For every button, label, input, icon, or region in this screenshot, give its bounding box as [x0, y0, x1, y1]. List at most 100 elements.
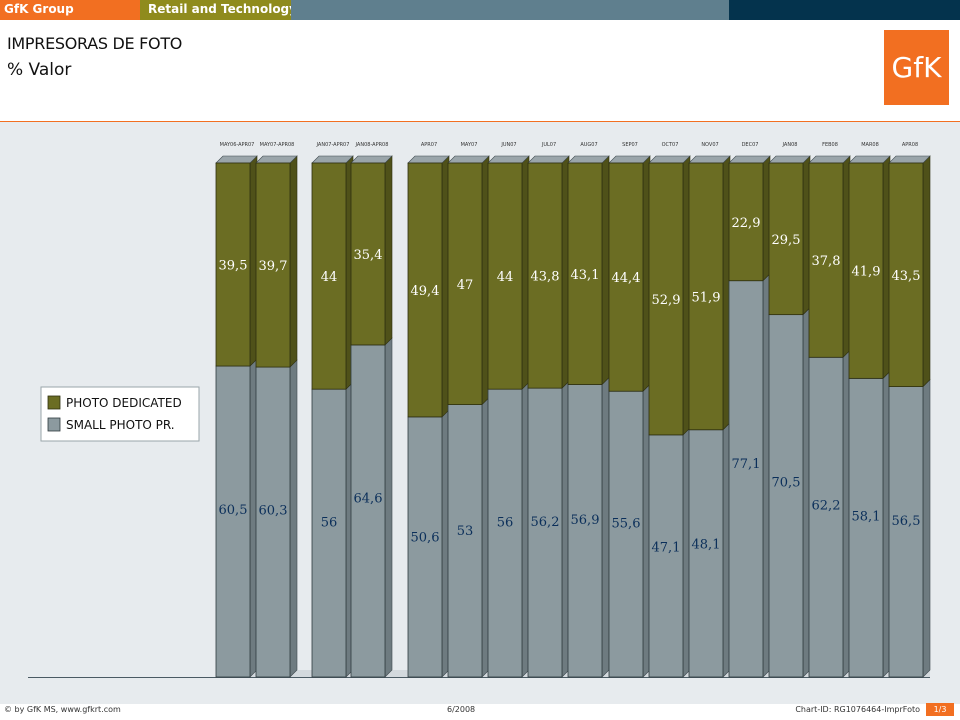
bar-side-small-photo	[289, 359, 298, 678]
bar-small-photo	[567, 384, 603, 678]
data-label-small-photo: 60,3	[259, 504, 288, 519]
data-label-photo-dedicated: 37,8	[812, 254, 841, 269]
data-label-small-photo: 55,6	[612, 517, 641, 532]
bar-photo-dedicated	[848, 162, 884, 379]
footer: © by GfK MS, www.gfkrt.com 6/2008 Chart-…	[0, 704, 960, 720]
legend-swatch-small-photo	[47, 417, 61, 432]
header-segment-navy	[729, 0, 960, 20]
bar-side-photo-dedicated	[384, 155, 393, 346]
header-segment-division: Retail and Technology	[140, 0, 297, 20]
footer-chart-id: Chart-ID: RG1076464-ImprFoto	[795, 705, 920, 714]
data-label-photo-dedicated: 39,7	[259, 259, 288, 274]
data-label-photo-dedicated: 22,9	[732, 216, 761, 231]
legend-box	[40, 386, 200, 442]
bar-photo-dedicated	[768, 162, 804, 316]
title-area: IMPRESORAS DE FOTO % Valor GfK	[0, 20, 960, 120]
bar-small-photo	[255, 366, 291, 678]
bar-top	[527, 155, 570, 164]
data-label-photo-dedicated: 51,9	[692, 290, 721, 305]
bar-photo-dedicated	[255, 162, 291, 368]
data-label-small-photo: 77,1	[732, 457, 761, 472]
header-division: Retail and Technology	[148, 2, 297, 16]
category-label: JUN07	[500, 142, 516, 148]
bar-top	[728, 155, 771, 164]
data-label-small-photo: 56,5	[892, 514, 921, 529]
data-label-small-photo: 60,5	[219, 503, 248, 518]
category-label: AUG07	[580, 142, 597, 148]
category-label: APR07	[421, 142, 437, 148]
bar-photo-dedicated	[608, 162, 644, 392]
header-segment-gfk: GfK Group	[0, 0, 140, 20]
category-label: APR08	[902, 142, 918, 148]
gfk-logo: GfK	[884, 30, 949, 105]
category-label: JAN07-APR07	[316, 142, 350, 148]
data-label-small-photo: 47,1	[652, 540, 681, 555]
bar-photo-dedicated	[728, 162, 764, 282]
category-label: DEC07	[742, 142, 759, 148]
data-label-photo-dedicated: 43,1	[571, 268, 600, 283]
bar-photo-dedicated	[311, 162, 347, 390]
bar-top	[768, 155, 811, 164]
data-label-small-photo: 58,1	[852, 510, 881, 525]
chart-area: 39,5 60,5 MAY06-APR07 39,7 60,3 MAY07-APR08 44…	[0, 122, 960, 704]
bar-top	[608, 155, 651, 164]
bar-small-photo	[888, 386, 924, 678]
data-label-photo-dedicated: 43,5	[892, 269, 921, 284]
bar-top	[215, 155, 258, 164]
bar-top	[848, 155, 891, 164]
category-label: OCT07	[662, 142, 679, 148]
data-label-small-photo: 48,1	[692, 537, 721, 552]
data-label-photo-dedicated: 35,4	[354, 248, 383, 263]
data-label-small-photo: 70,5	[772, 475, 801, 490]
bar-small-photo	[848, 377, 884, 678]
bar-small-photo	[487, 388, 523, 678]
bar-top	[350, 155, 393, 164]
data-label-small-photo: 56,2	[531, 515, 560, 530]
bar-small-photo	[808, 356, 844, 678]
bar-small-photo	[608, 390, 644, 678]
bar-top	[888, 155, 931, 164]
bar-small-photo	[728, 280, 764, 678]
data-label-small-photo: 53	[457, 524, 474, 539]
category-label: JAN08	[782, 142, 798, 148]
bar-photo-dedicated	[487, 162, 523, 390]
legend-swatch-photo-dedicated	[47, 395, 61, 410]
bar-small-photo	[768, 314, 804, 678]
category-label: MAR08	[861, 142, 879, 148]
bar-side-photo-dedicated	[601, 155, 610, 386]
page-number-badge: 1/3	[926, 703, 954, 716]
category-label: MAY07-APR08	[260, 142, 295, 148]
data-label-photo-dedicated: 52,9	[652, 293, 681, 308]
bar-small-photo	[311, 388, 347, 678]
bar-side-small-photo	[922, 378, 931, 678]
header-divider	[0, 121, 960, 122]
bar-photo-dedicated	[215, 162, 251, 367]
bar-top	[255, 155, 298, 164]
data-label-small-photo: 50,6	[411, 531, 440, 546]
data-label-photo-dedicated: 47	[457, 278, 474, 293]
header-company: GfK Group	[4, 2, 74, 16]
bar-photo-dedicated	[447, 162, 483, 405]
header-segment-slate	[291, 0, 729, 20]
bar-top	[688, 155, 731, 164]
bar-photo-dedicated	[888, 162, 924, 387]
bar-top	[648, 155, 691, 164]
bar-small-photo	[527, 387, 563, 678]
bar-top	[567, 155, 610, 164]
bar-side-photo-dedicated	[289, 155, 298, 368]
bar-top	[407, 155, 450, 164]
bar-small-photo	[648, 434, 684, 678]
data-label-small-photo: 56	[497, 516, 514, 531]
category-label: MAY07	[461, 142, 478, 148]
data-label-photo-dedicated: 39,5	[219, 259, 248, 274]
bar-small-photo	[215, 365, 251, 678]
data-label-photo-dedicated: 44,4	[612, 271, 641, 286]
bar-side-small-photo	[384, 337, 393, 678]
data-label-small-photo: 64,6	[354, 492, 383, 507]
category-label: JUL07	[541, 142, 556, 148]
category-label: NOV07	[701, 142, 718, 148]
bar-photo-dedicated	[407, 162, 443, 418]
data-label-photo-dedicated: 43,8	[531, 270, 560, 285]
bar-side-photo-dedicated	[922, 155, 931, 388]
category-label: MAY06-APR07	[220, 142, 255, 148]
